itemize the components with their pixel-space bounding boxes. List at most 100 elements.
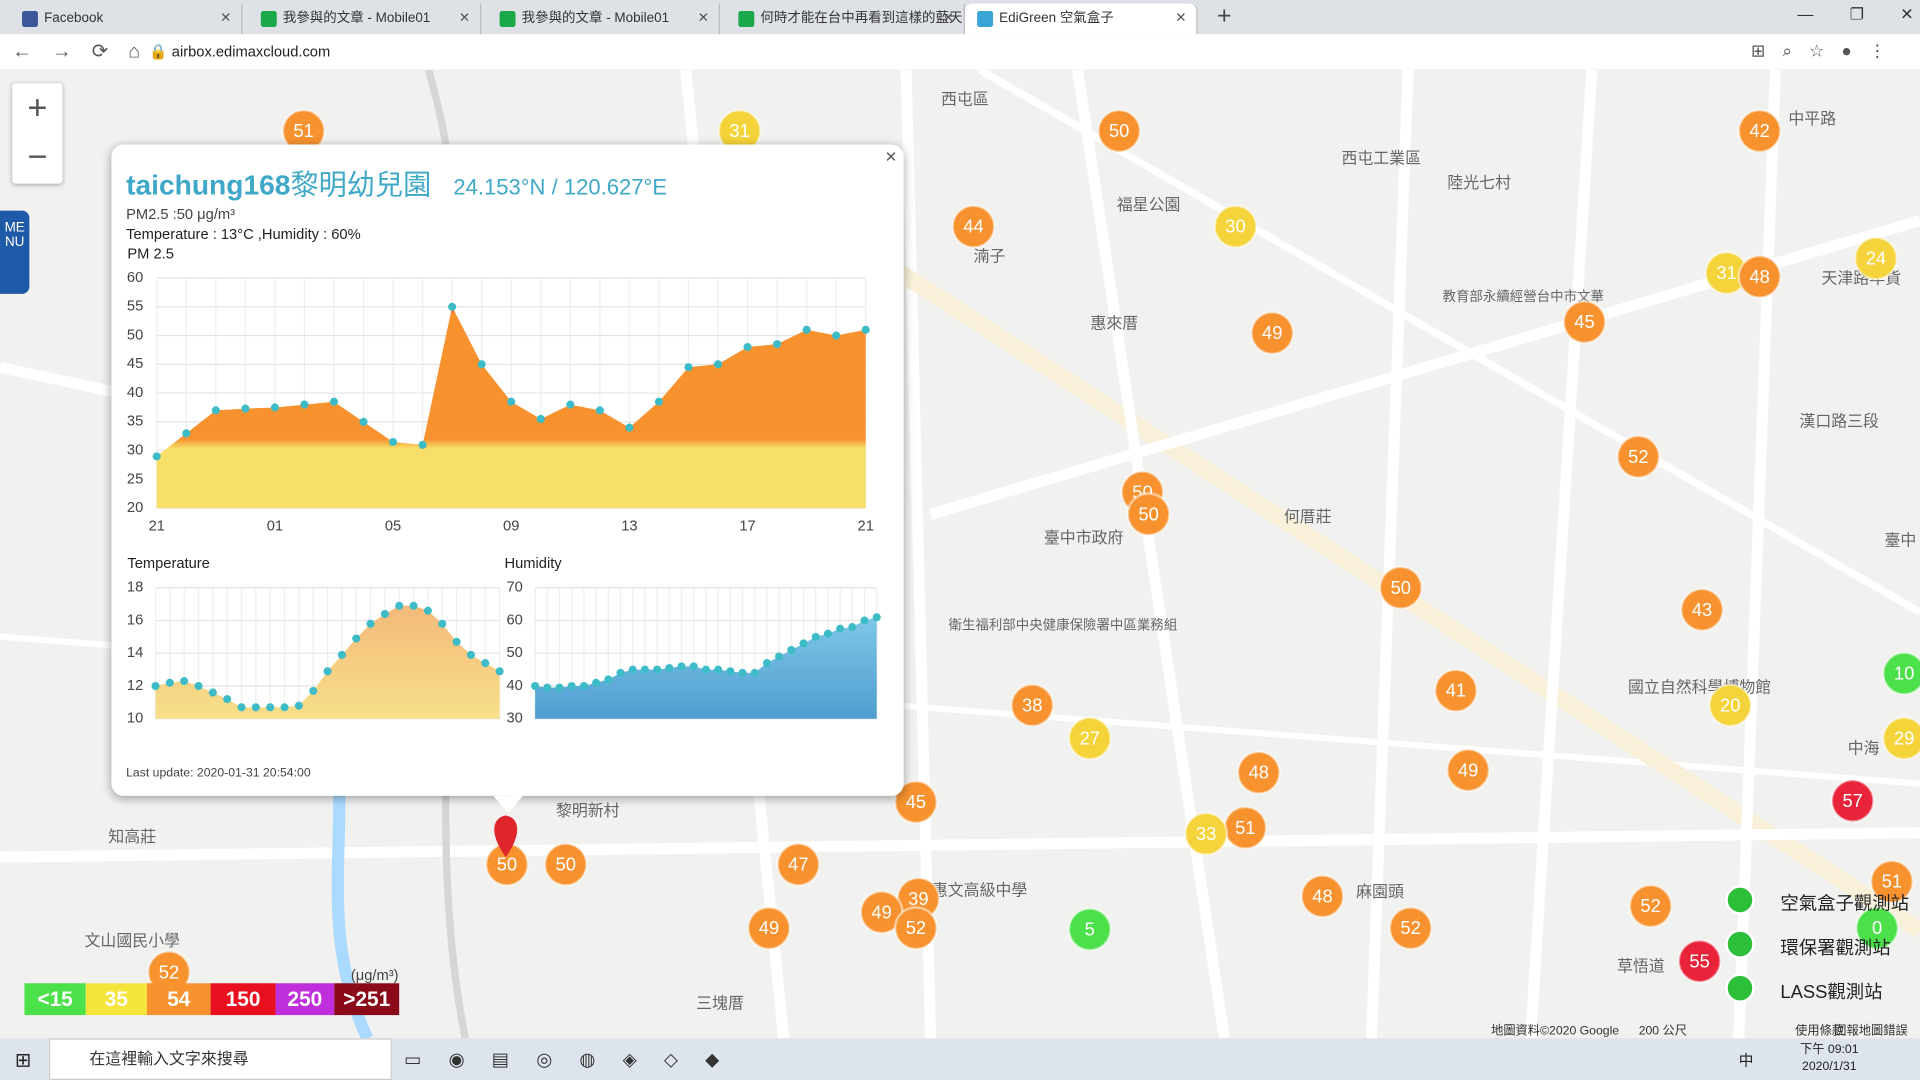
marker[interactable]: 29: [1882, 716, 1920, 761]
marker-circle: [1250, 311, 1295, 356]
place-label: 西屯區: [941, 91, 989, 109]
marker-value: 50: [1109, 120, 1129, 141]
marker[interactable]: 52: [1616, 434, 1661, 479]
map-footer: 地圖資料©2020 Google: [1491, 1023, 1619, 1037]
place-label: 漢口路三段: [1799, 413, 1879, 431]
marker-value: 49: [1458, 759, 1478, 780]
marker[interactable]: 31: [717, 108, 762, 154]
marker-value: 48: [1749, 266, 1769, 287]
marker[interactable]: 33: [1184, 811, 1229, 856]
marker[interactable]: 41: [1433, 668, 1478, 713]
tab[interactable]: Facebook ✕: [10, 3, 243, 35]
marker[interactable]: 52: [893, 906, 938, 951]
marker-circle: [1562, 300, 1607, 345]
marker-value: 52: [159, 961, 179, 982]
tab[interactable]: 何時才能在台中再看到這樣的藍天 ✕: [726, 3, 965, 35]
marker-circle: [1010, 683, 1055, 728]
toolbar-icons[interactable]: ⊞ ⌕ ☆ ● ⋮: [1751, 40, 1886, 60]
station-name: 黎明幼兒園: [290, 168, 432, 201]
place-label: 惠來厝: [1090, 315, 1138, 333]
pm25-text: PM2.5 :50 μg/m³: [126, 205, 236, 223]
marker[interactable]: 52: [146, 950, 192, 995]
marker-value: 29: [1894, 727, 1914, 748]
new-tab[interactable]: +: [1217, 2, 1232, 30]
ime[interactable]: 中: [1738, 1051, 1754, 1069]
marker[interactable]: 48: [1737, 254, 1782, 299]
clock[interactable]: 下午 09:01 2020/1/31: [1800, 1042, 1859, 1076]
scale-label: 150: [226, 988, 261, 1011]
marker[interactable]: 5: [1067, 907, 1112, 952]
marker[interactable]: 20: [1708, 683, 1753, 728]
place-label: 陸光七村: [1447, 174, 1511, 192]
scale-unit: (μg/m³): [351, 968, 399, 984]
marker-value: 47: [788, 854, 808, 875]
place-label: 黎明新村: [556, 802, 620, 820]
station-icon: [1725, 885, 1755, 915]
marker[interactable]: 24: [1853, 236, 1898, 281]
marker[interactable]: 50: [1378, 565, 1423, 610]
marker-value: 52: [1400, 917, 1420, 938]
marker[interactable]: 50: [1126, 492, 1171, 537]
marker-circle: [1067, 716, 1112, 761]
marker[interactable]: 52: [1628, 884, 1673, 929]
marker[interactable]: 49: [1250, 311, 1295, 356]
menu-button[interactable]: MENU: [0, 210, 30, 294]
marker-value: 30: [1225, 216, 1245, 237]
marker-circle: [951, 204, 996, 249]
url[interactable]: 🔒 airbox.edimaxcloud.com: [149, 42, 331, 60]
marker[interactable]: 55: [1677, 939, 1722, 984]
marker-value: 42: [1749, 120, 1769, 141]
marker[interactable]: 57: [1830, 778, 1875, 823]
search-box[interactable]: 在這裡輸入文字來搜尋: [48, 1038, 392, 1080]
marker[interactable]: 51: [1223, 805, 1268, 850]
marker-value: 51: [1882, 871, 1902, 892]
station-icon: [1725, 973, 1755, 1003]
marker[interactable]: 48: [1300, 874, 1345, 919]
marker-circle: [1213, 204, 1258, 249]
marker[interactable]: 50: [1097, 108, 1142, 154]
marker[interactable]: 50: [484, 842, 529, 887]
scale-label: 250: [288, 988, 323, 1011]
tab-title: 我參與的文章 - Mobile01: [521, 11, 670, 26]
taskbar-apps[interactable]: ▭ ◉ ▤ ◎ ◍ ◈ ◇ ◆: [404, 1049, 720, 1071]
marker[interactable]: 48: [1236, 750, 1281, 795]
marker[interactable]: 44: [951, 204, 996, 249]
place-label: 西屯工業區: [1341, 149, 1421, 167]
marker[interactable]: 47: [776, 842, 821, 887]
marker-value: 5: [1085, 918, 1095, 939]
marker[interactable]: 45: [893, 780, 938, 825]
marker-circle: [1236, 750, 1281, 795]
marker[interactable]: 52: [1388, 906, 1433, 951]
marker[interactable]: 31: [1704, 251, 1749, 296]
marker[interactable]: 27: [1067, 716, 1112, 761]
close-button[interactable]: ×: [885, 146, 897, 168]
start-button[interactable]: ⊞: [14, 1050, 32, 1072]
marker-circle: [1830, 778, 1875, 823]
nav-buttons[interactable]: ← → ⟳ ⌂: [12, 41, 141, 63]
marker[interactable]: 30: [1213, 204, 1258, 249]
marker-value: 49: [1262, 322, 1282, 343]
tab[interactable]: 我參與的文章 - Mobile01 ✕: [249, 3, 482, 35]
marker-circle: [746, 906, 792, 951]
station-icon: [1725, 929, 1755, 959]
marker[interactable]: 38: [1010, 683, 1055, 728]
marker[interactable]: 0: [1855, 906, 1900, 951]
marker[interactable]: 50: [543, 842, 588, 887]
marker[interactable]: 10: [1882, 651, 1920, 696]
marker[interactable]: 51: [1869, 859, 1914, 904]
tab[interactable]: EdiGreen 空氣盒子 ✕: [964, 3, 1198, 35]
window-controls[interactable]: — ❐ ✕: [1797, 4, 1914, 24]
tab[interactable]: 我參與的文章 - Mobile01 ✕: [487, 3, 720, 35]
marker[interactable]: 49: [1446, 748, 1491, 793]
marker-value: 49: [759, 917, 779, 938]
marker[interactable]: 42: [1737, 108, 1782, 154]
zoom-control[interactable]: + −: [12, 83, 63, 184]
marker-circle: [1378, 565, 1423, 610]
marker[interactable]: 45: [1562, 300, 1607, 345]
marker-value: 52: [1628, 446, 1648, 467]
info-popup: taichung168黎明幼兒園 24.153°N / 120.627°E × P…: [111, 144, 904, 814]
marker-value: 38: [1022, 694, 1042, 715]
marker[interactable]: 43: [1680, 587, 1725, 632]
marker[interactable]: 49: [746, 906, 792, 951]
